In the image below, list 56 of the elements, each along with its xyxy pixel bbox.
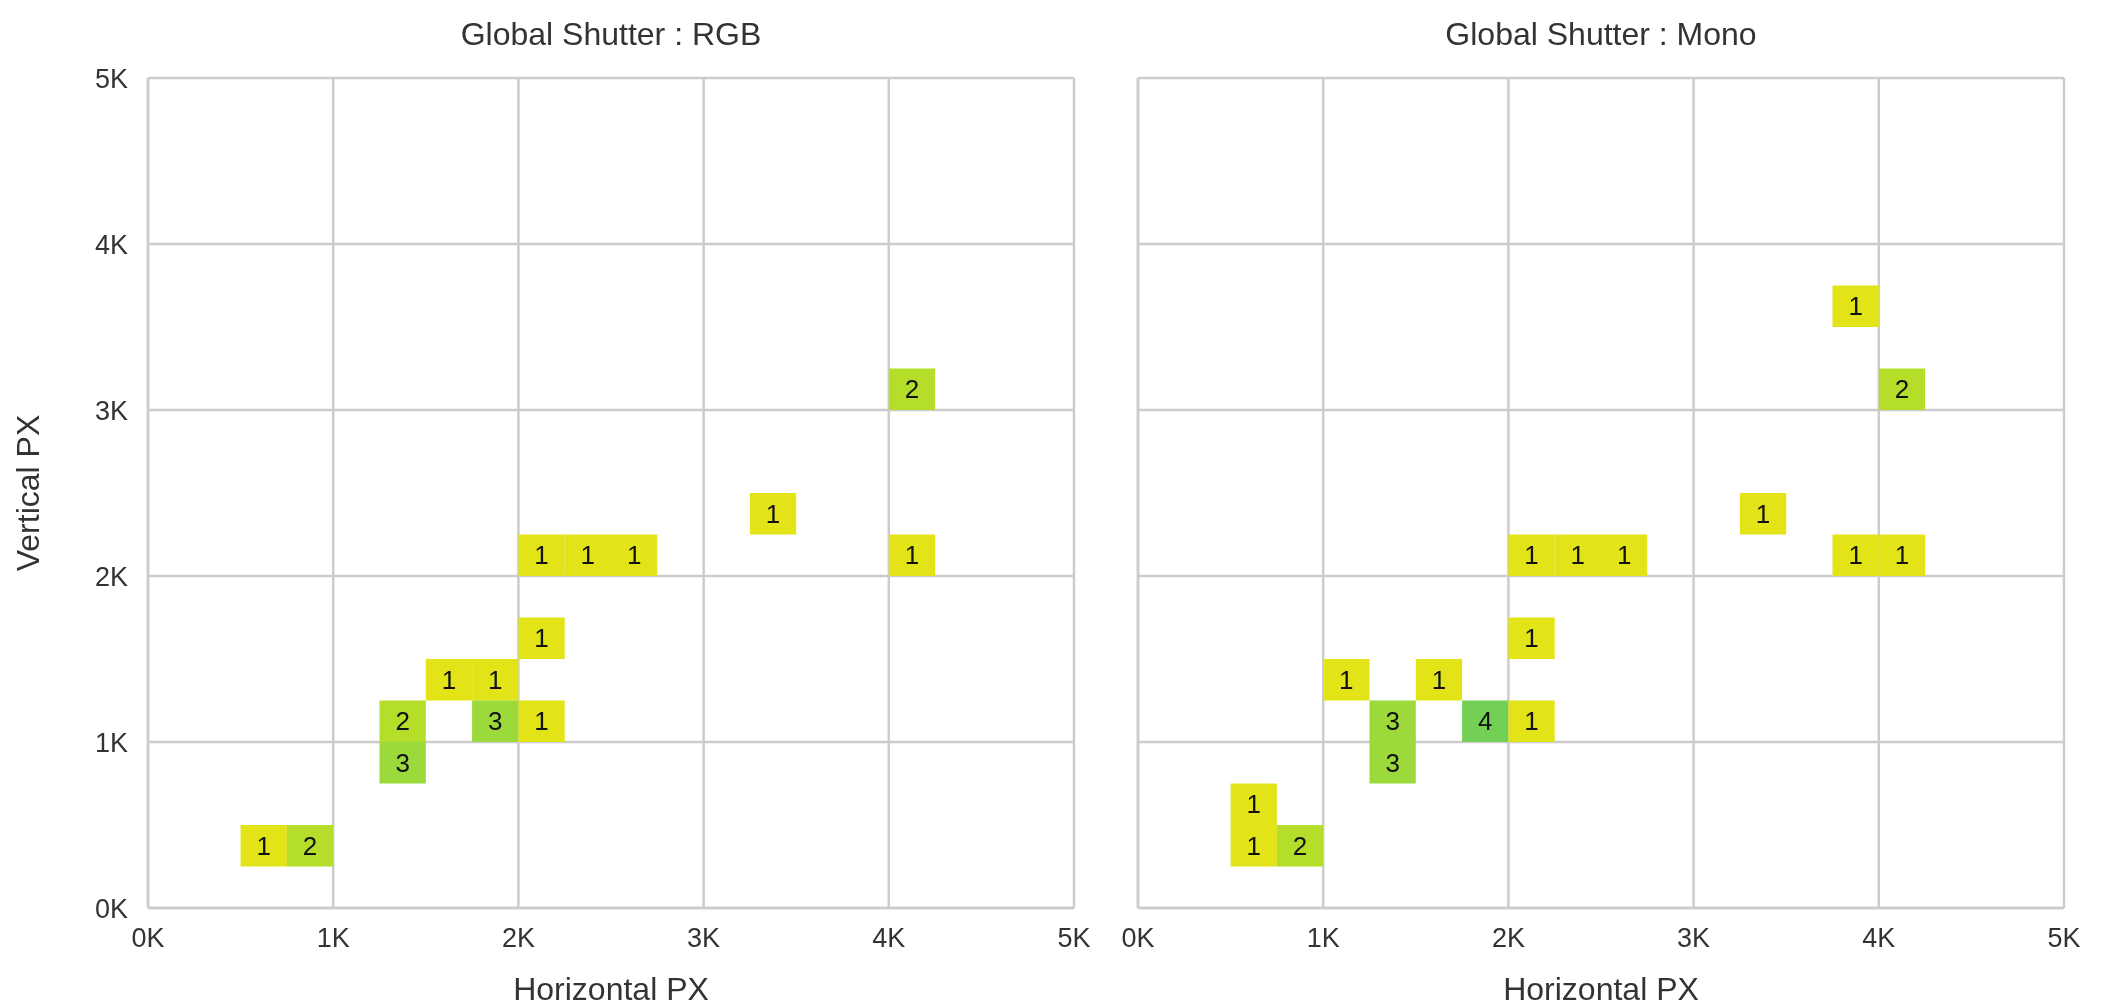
data-label: 1 bbox=[1246, 789, 1261, 820]
data-label: 2 bbox=[302, 830, 318, 861]
data-label: 1 bbox=[1246, 830, 1261, 861]
data-label: 2 bbox=[1894, 374, 1910, 405]
x-axis-title: Horizontal PX bbox=[1503, 971, 1699, 1007]
data-label: 1 bbox=[1524, 706, 1539, 737]
data-label: 1 bbox=[1894, 540, 1910, 571]
x-tick-label: 5K bbox=[2047, 923, 2081, 954]
data-label: 1 bbox=[1524, 623, 1539, 654]
x-tick-label: 1K bbox=[1306, 923, 1340, 954]
data-label: 1 bbox=[1570, 540, 1586, 571]
x-tick-label: 4K bbox=[1862, 923, 1896, 954]
data-label: 3 bbox=[1385, 706, 1400, 737]
x-tick-label: 1K bbox=[316, 923, 350, 954]
data-label: 1 bbox=[1848, 291, 1863, 322]
x-tick-label: 2K bbox=[1491, 923, 1525, 954]
y-tick-label: 3K bbox=[94, 395, 128, 426]
data-label: 4 bbox=[1478, 706, 1493, 737]
x-tick-label: 3K bbox=[1677, 923, 1711, 954]
x-tick-label: 5K bbox=[1057, 923, 1091, 954]
data-label: 1 bbox=[580, 540, 596, 571]
data-label: 1 bbox=[534, 706, 549, 737]
data-label: 1 bbox=[488, 664, 503, 695]
data-label: 1 bbox=[904, 540, 920, 571]
data-label: 3 bbox=[1385, 747, 1400, 778]
y-tick-label: 0K bbox=[94, 893, 128, 924]
data-label: 1 bbox=[534, 623, 549, 654]
y-tick-label: 5K bbox=[94, 63, 128, 94]
x-tick-label: 3K bbox=[687, 923, 721, 954]
data-label: 1 bbox=[256, 830, 271, 861]
data-label: 2 bbox=[1292, 830, 1308, 861]
data-label: 3 bbox=[488, 706, 503, 737]
data-label: 1 bbox=[1339, 664, 1354, 695]
data-label: 1 bbox=[1431, 664, 1447, 695]
x-tick-label: 4K bbox=[872, 923, 906, 954]
data-label: 2 bbox=[904, 374, 920, 405]
chart-title: Global Shutter : RGB bbox=[459, 16, 763, 53]
y-tick-label: 1K bbox=[94, 727, 128, 758]
data-label: 1 bbox=[1848, 540, 1863, 571]
data-label: 1 bbox=[1755, 498, 1771, 529]
data-label: 1 bbox=[1524, 540, 1539, 571]
x-axis-title: Horizontal PX bbox=[513, 971, 709, 1007]
data-label: 1 bbox=[534, 540, 549, 571]
y-tick-label: 2K bbox=[94, 561, 128, 592]
data-label: 1 bbox=[441, 664, 457, 695]
data-label: 1 bbox=[1616, 540, 1632, 571]
y-tick-label: 4K bbox=[94, 229, 128, 260]
data-label: 2 bbox=[395, 706, 410, 737]
y-axis-title: Vertical PX bbox=[10, 414, 47, 572]
chart-title: Global Shutter : Mono bbox=[1444, 16, 1758, 53]
x-tick-label: 0K bbox=[131, 923, 165, 954]
x-tick-label: 2K bbox=[501, 923, 535, 954]
data-label: 1 bbox=[626, 540, 642, 571]
data-label: 1 bbox=[765, 498, 781, 529]
data-label: 3 bbox=[395, 747, 410, 778]
x-tick-label: 0K bbox=[1121, 923, 1155, 954]
